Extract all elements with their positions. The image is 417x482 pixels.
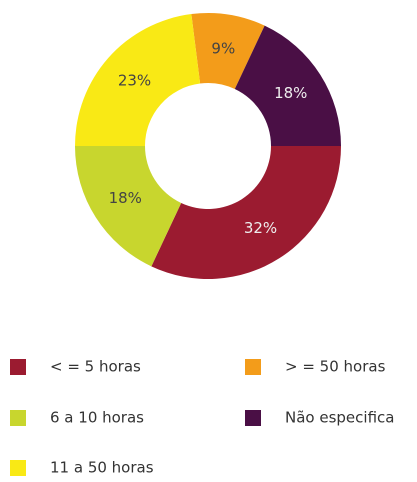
legend-swatch xyxy=(10,460,26,476)
slice-label: 23% xyxy=(118,72,151,90)
legend-swatch xyxy=(245,410,261,426)
legend-label: Não especifica xyxy=(285,409,394,427)
legend-swatch xyxy=(10,410,26,426)
legend-swatch xyxy=(245,359,261,375)
legend-label: 11 a 50 horas xyxy=(50,459,154,477)
donut-slice xyxy=(234,25,341,146)
slice-label: 18% xyxy=(109,189,142,207)
legend-label: 6 a 10 horas xyxy=(50,409,144,427)
legend-swatch xyxy=(10,359,26,375)
legend-label: < = 5 horas xyxy=(50,358,141,376)
slice-label: 32% xyxy=(244,219,277,237)
slice-label: 9% xyxy=(211,40,235,58)
donut-slice xyxy=(191,13,265,89)
donut-slice xyxy=(75,146,182,267)
donut-slice xyxy=(151,146,341,279)
donut-slice xyxy=(75,14,201,146)
slice-label: 18% xyxy=(274,84,307,102)
legend-label: > = 50 horas xyxy=(285,358,386,376)
